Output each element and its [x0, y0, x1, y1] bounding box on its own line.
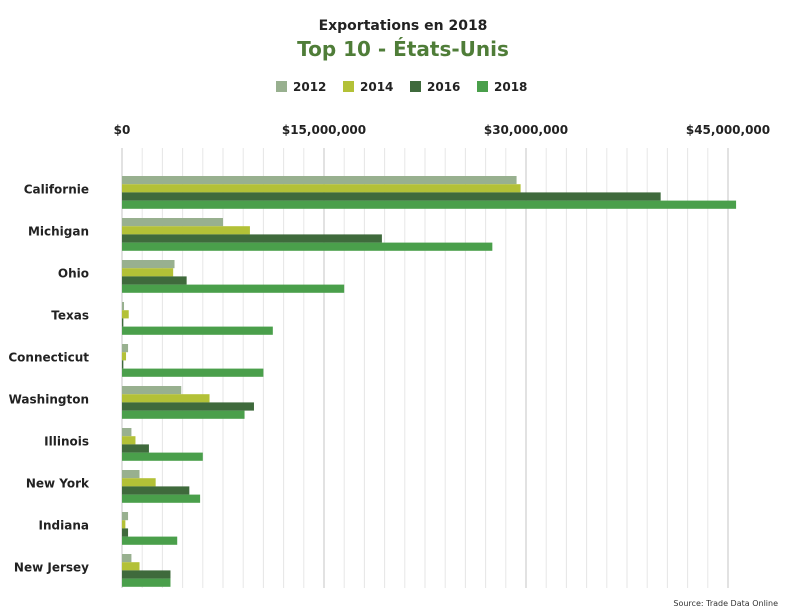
bar-2012: [122, 512, 129, 521]
category-label: New York: [26, 476, 90, 490]
bar-2018: [122, 242, 493, 251]
bar-2018: [122, 284, 345, 293]
bar-2012: [122, 260, 175, 269]
bar-2012: [122, 470, 140, 479]
bar-2012: [122, 428, 132, 437]
bar-2018: [122, 410, 245, 419]
gridlines: [121, 148, 729, 588]
bar-2018: [122, 452, 203, 461]
bar-2016: [122, 402, 254, 411]
x-tick-label: $0: [114, 123, 131, 137]
bar-2018: [122, 494, 201, 503]
x-tick-label: $15,000,000: [282, 123, 366, 137]
legend-label: 2012: [293, 80, 326, 94]
bar-2014: [122, 184, 521, 193]
chart-title: Exportations en 2018: [319, 18, 488, 34]
bar-2012: [122, 344, 129, 353]
legend-label: 2018: [494, 80, 527, 94]
category-label: Ohio: [58, 266, 89, 280]
bar-2018: [122, 368, 264, 377]
bar-2018: [122, 536, 178, 545]
bar-2014: [122, 478, 156, 487]
category-label: Connecticut: [8, 350, 89, 364]
bar-2012: [122, 218, 223, 227]
bar-2016: [122, 192, 661, 201]
legend-label: 2016: [427, 80, 460, 94]
x-tick-label: $45,000,000: [686, 123, 770, 137]
bar-2012: [122, 386, 182, 395]
bar-2018: [122, 578, 171, 587]
bar-2014: [122, 352, 127, 361]
category-label: Indiana: [39, 518, 89, 532]
bar-2012: [122, 554, 132, 563]
category-label: Californie: [24, 182, 89, 196]
bar-2014: [122, 268, 174, 277]
bar-2016: [122, 360, 124, 369]
bar-2014: [122, 436, 136, 445]
bar-2018: [122, 326, 273, 335]
bar-2018: [122, 200, 737, 209]
category-label: Michigan: [28, 224, 89, 238]
x-axis-ticks: $0 $15,000,000 $30,000,000 $45,000,000: [114, 123, 770, 137]
bar-2012: [122, 302, 125, 311]
bar-2016: [122, 528, 129, 537]
bar-2014: [122, 562, 140, 571]
bar-2016: [122, 486, 190, 495]
bar-2014: [122, 394, 210, 403]
bar-2016: [122, 276, 187, 285]
bar-2016: [122, 318, 124, 327]
category-label: New Jersey: [14, 560, 89, 574]
bar-2014: [122, 226, 250, 235]
chart-subtitle: Top 10 - États-Unis: [297, 37, 509, 61]
category-label: Illinois: [44, 434, 89, 448]
bar-2012: [122, 176, 517, 185]
legend-swatch: [276, 81, 287, 92]
legend: 2012 2014 2016 2018: [276, 80, 527, 94]
legend-swatch: [343, 81, 354, 92]
legend-swatch: [477, 81, 488, 92]
bar-2016: [122, 570, 171, 579]
category-label: Texas: [51, 308, 89, 322]
legend-swatch: [410, 81, 421, 92]
bar-2014: [122, 520, 126, 529]
bar-2016: [122, 234, 382, 243]
category-label: Washington: [9, 392, 89, 406]
x-tick-label: $30,000,000: [484, 123, 568, 137]
bar-2016: [122, 444, 149, 453]
source-note: Source: Trade Data Online: [673, 599, 778, 608]
bar-2014: [122, 310, 129, 319]
category-labels: Californie Michigan Ohio Texas Connecticut Wa…: [8, 182, 90, 574]
bars: [122, 176, 737, 587]
legend-label: 2014: [360, 80, 393, 94]
